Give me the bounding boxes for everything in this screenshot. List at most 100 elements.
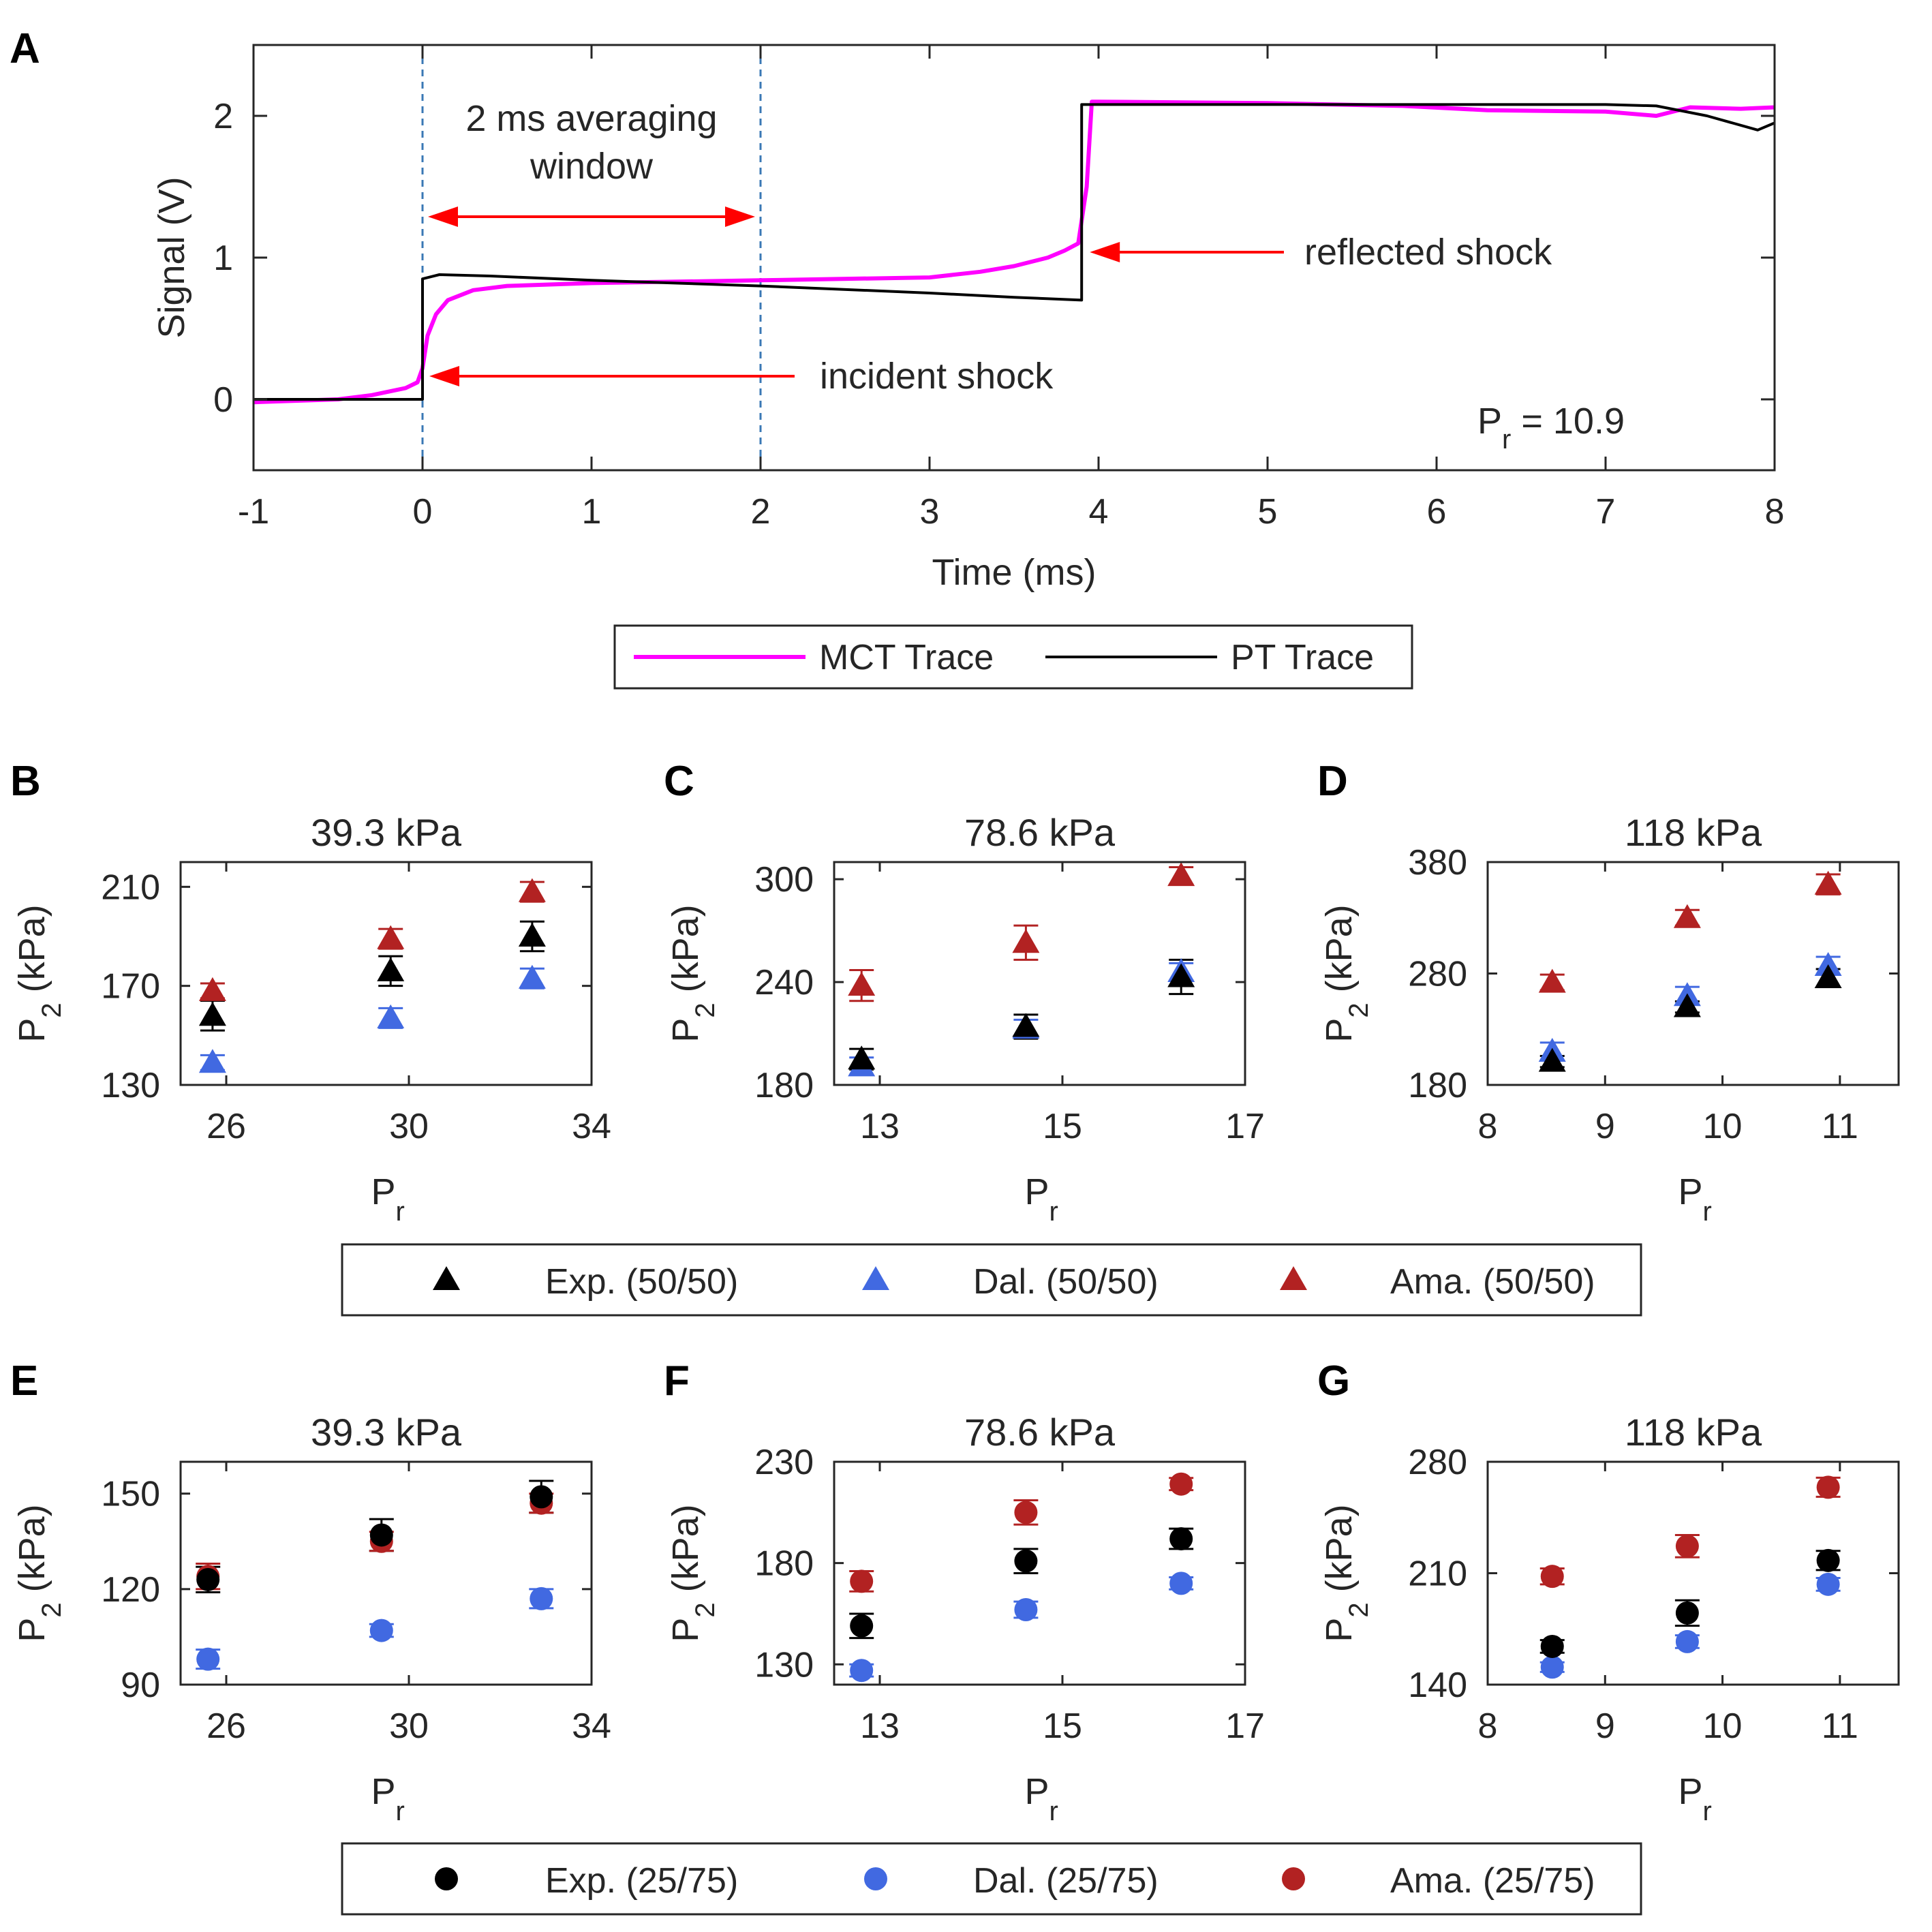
x-tick-label: 10 [1703, 1706, 1743, 1746]
incident-arrow-head [429, 366, 459, 386]
data-point-dal [1816, 1572, 1840, 1596]
legend-circle-marker [1282, 1867, 1305, 1890]
legend-circle-label: Ama. (25/75) [1390, 1861, 1595, 1901]
y-tick-label: 210 [101, 868, 160, 907]
data-point-exp [377, 957, 405, 981]
x-tick-label: 13 [860, 1107, 900, 1146]
data-point-exp [198, 1002, 226, 1026]
legend-triangle-marker [433, 1266, 460, 1290]
x-label-sub: r [1049, 1197, 1058, 1227]
y-tick-label: 140 [1408, 1666, 1467, 1705]
y-tick-label: 170 [101, 967, 160, 1007]
x-label-p: P [1025, 1771, 1049, 1812]
legend-circle-marker [864, 1867, 887, 1890]
pr-annotation: Pr = 10.9 [1477, 401, 1625, 455]
data-point-exp [1675, 1601, 1699, 1625]
axes-box [833, 1460, 1246, 1686]
panel-label-e: E [10, 1358, 38, 1405]
legend-triangle-marker [1280, 1266, 1307, 1290]
y-axis-label: P2 (kPa) [12, 1504, 67, 1642]
x-tick-label: 26 [206, 1706, 246, 1746]
axes-box [833, 861, 1246, 1086]
x-label-sub: r [1703, 1197, 1712, 1227]
x-tick-label: 9 [1595, 1706, 1615, 1746]
data-point-dal [1814, 952, 1842, 977]
y-tick-label: 380 [1408, 843, 1467, 883]
y-label-p: P [1319, 1618, 1360, 1642]
window-label-line2: window [530, 146, 654, 187]
data-point-ama [1814, 870, 1842, 895]
y-label-suffix: (kPa) [1319, 1504, 1360, 1602]
data-point-dal [1014, 1598, 1038, 1622]
window-arrow-left [428, 206, 458, 227]
legend-a: MCT Trace PT Trace [613, 624, 1413, 690]
y-tick-label: 130 [754, 1645, 814, 1685]
y-label-p: P [665, 1018, 706, 1043]
y-label-sub: 2 [37, 1602, 67, 1617]
data-point-dal [369, 1619, 393, 1642]
data-point-dal [377, 1004, 405, 1028]
y-tick-label: 120 [101, 1570, 160, 1610]
x-label-p: P [371, 1171, 396, 1212]
legend-circle-label: Dal. (25/75) [973, 1861, 1159, 1901]
y-label-p: P [12, 1618, 52, 1642]
panel-label-c: C [664, 758, 694, 805]
x-tick-label: 11 [1822, 1107, 1858, 1146]
panel-title: 78.6 kPa [964, 811, 1116, 854]
x-tick-label: 15 [1043, 1706, 1082, 1746]
data-point-exp [196, 1567, 220, 1591]
data-point-ama [518, 878, 546, 902]
y-label-suffix: (kPa) [665, 1504, 706, 1602]
data-point-ama [1673, 904, 1701, 928]
panel-title: 39.3 kPa [311, 811, 462, 854]
x-axis-label: Pr [1678, 1771, 1712, 1826]
data-point-ama [1538, 968, 1566, 993]
x-tick-label: 8 [1765, 492, 1785, 532]
y-axis-label: P2 (kPa) [665, 904, 720, 1042]
data-point-exp [1814, 964, 1842, 989]
data-point-exp [1673, 993, 1701, 1017]
panel-a: A -1 0 1 2 3 4 5 6 7 8 0 1 2 Time (ms) Signal (V) 2 ms a… [10, 25, 1784, 593]
panel-label-g: G [1317, 1358, 1350, 1405]
x-label-p: P [1025, 1171, 1049, 1212]
data-point-exp [530, 1485, 553, 1509]
x-tick-label: 9 [1595, 1107, 1615, 1146]
y-tick-label: 280 [1408, 1443, 1467, 1482]
x-tick-label: 5 [1258, 492, 1278, 532]
data-point-dal [198, 1049, 226, 1073]
x-tick-label: 26 [206, 1107, 246, 1146]
data-point-ama [198, 977, 226, 1001]
panel-label-a: A [10, 25, 40, 72]
data-point-exp [1169, 1527, 1193, 1550]
y-tick-label: 280 [1408, 955, 1467, 994]
panel-title: 118 kPa [1625, 1411, 1762, 1454]
y-label-suffix: (kPa) [665, 904, 706, 1002]
data-point-dal [1540, 1655, 1564, 1679]
data-point-exp [369, 1523, 393, 1547]
y-tick-label: 150 [101, 1475, 160, 1514]
x-tick-label: 8 [1478, 1706, 1498, 1746]
y-label-p: P [12, 1018, 52, 1043]
y-label-p: P [665, 1618, 706, 1642]
y-tick-label: 2 [213, 97, 233, 136]
x-tick-label: 11 [1822, 1706, 1858, 1746]
data-point-exp [1540, 1634, 1564, 1658]
x-tick-label: 34 [572, 1706, 611, 1746]
y-axis-label-a: Signal (V) [151, 177, 192, 338]
pr-annot-sub: r [1502, 425, 1511, 455]
x-tick-label: 6 [1427, 492, 1447, 532]
x-tick-label: 7 [1596, 492, 1616, 532]
x-axis-label-a: Time (ms) [932, 552, 1097, 593]
x-tick-label: 4 [1089, 492, 1109, 532]
x-axis-label: Pr [1678, 1171, 1712, 1227]
y-tick-label: 300 [754, 860, 814, 900]
y-label-p: P [1319, 1018, 1360, 1043]
y-tick-label: 230 [754, 1443, 814, 1482]
legend-triangle-marker [862, 1266, 889, 1290]
x-tick-label: 13 [860, 1706, 900, 1746]
panel-title: 118 kPa [1625, 811, 1762, 854]
